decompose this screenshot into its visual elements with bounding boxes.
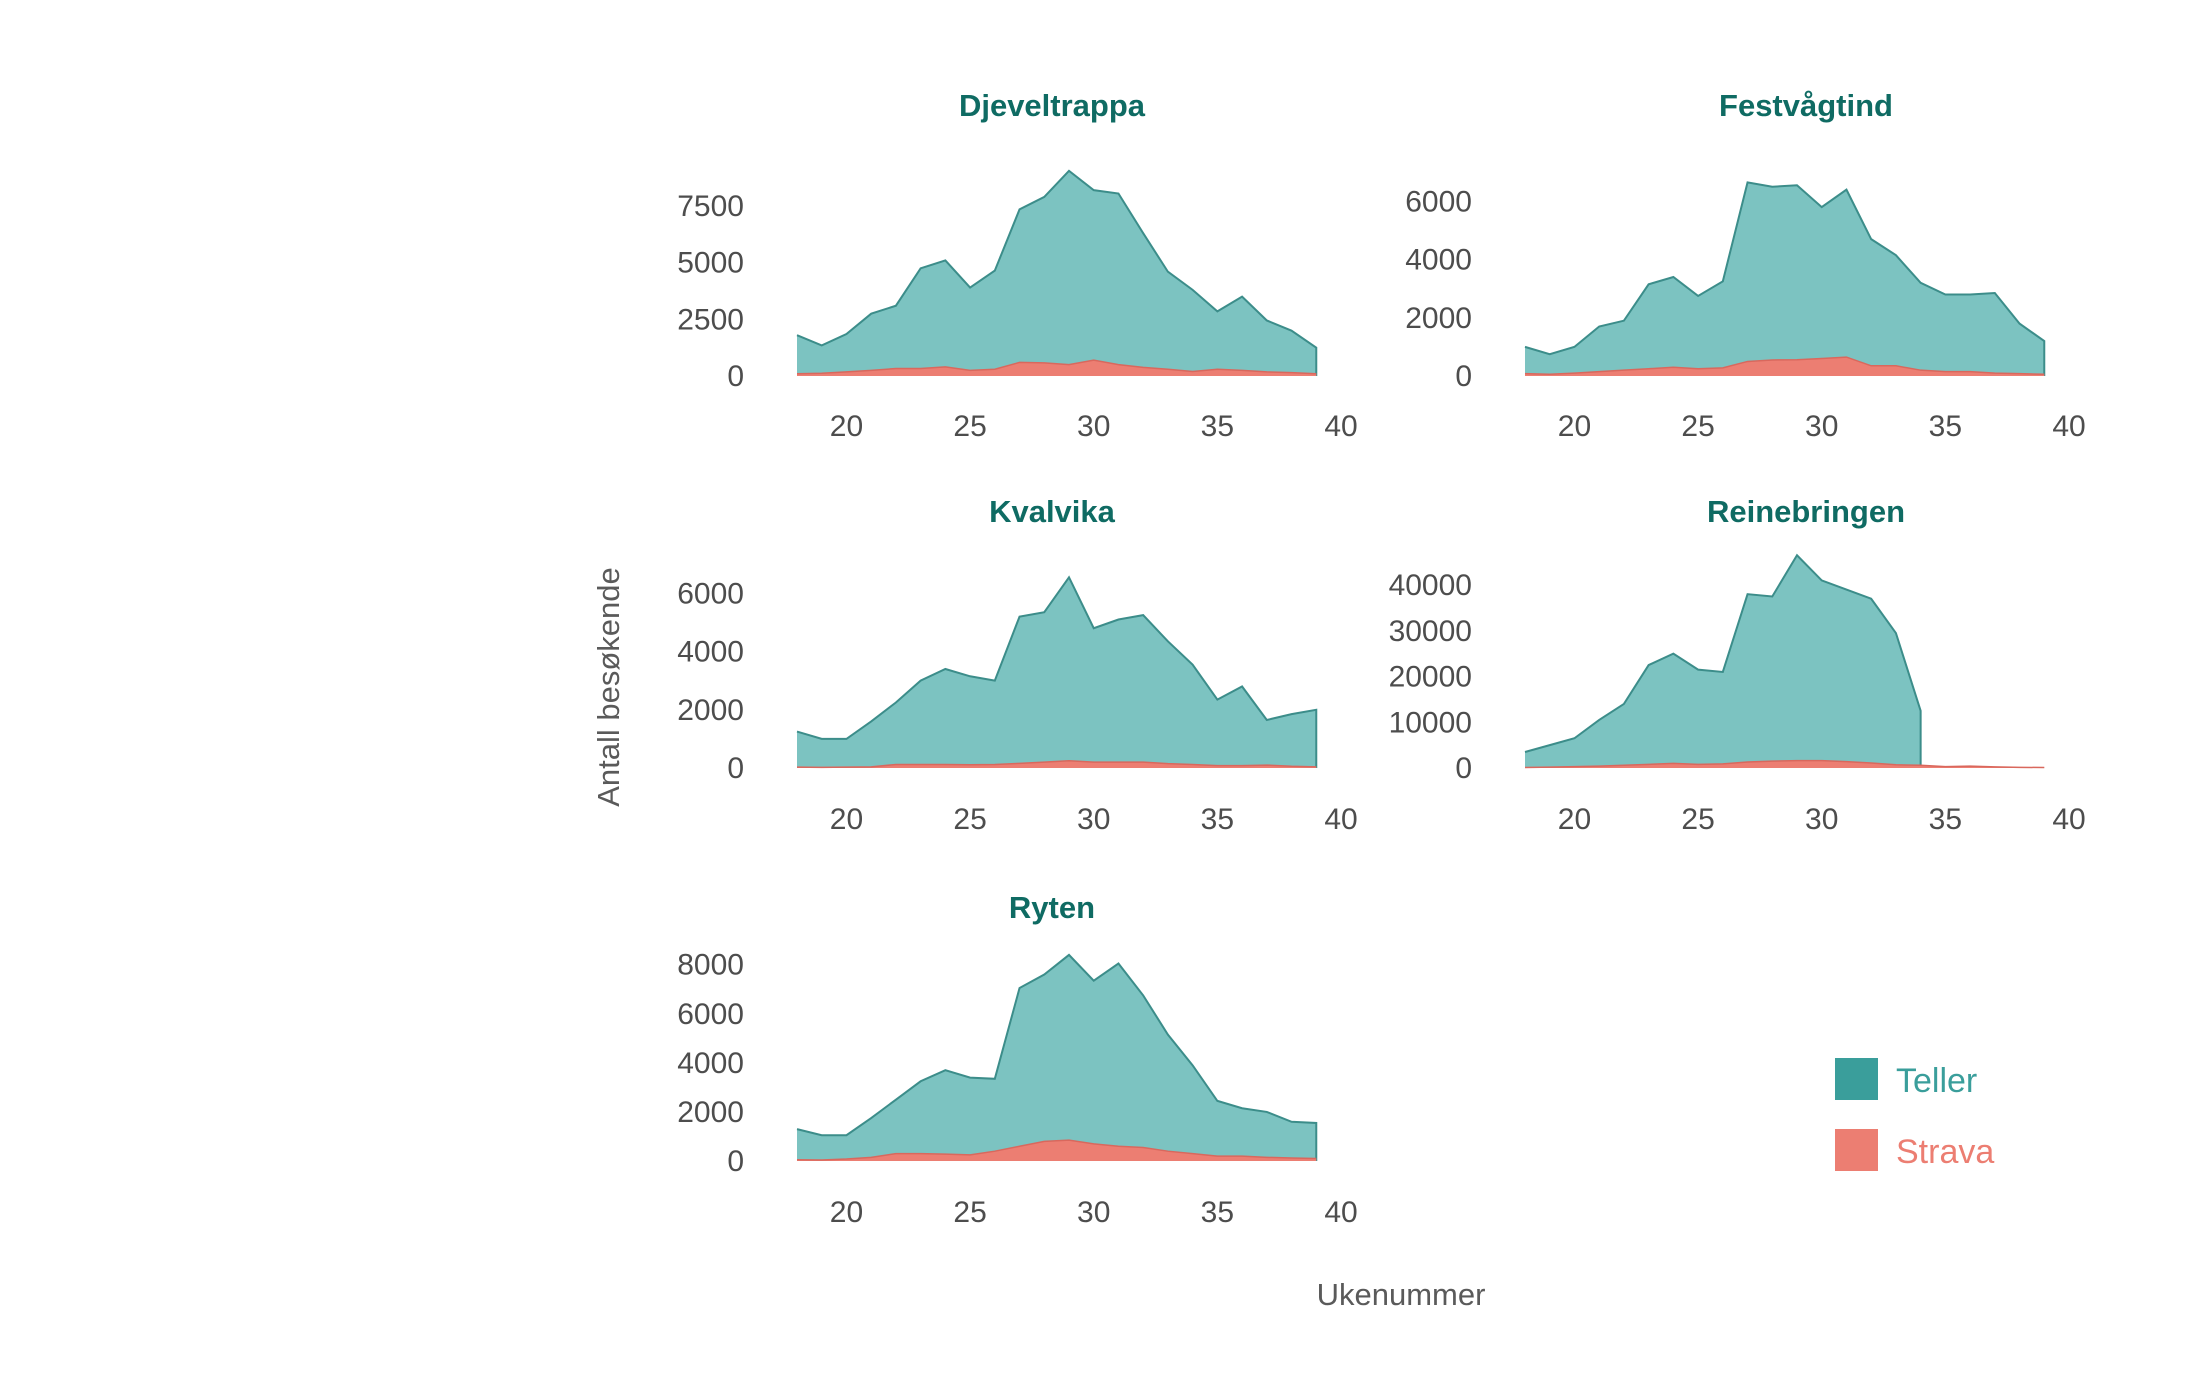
x-tick-label: 20: [830, 410, 863, 443]
x-tick-label: 25: [1681, 803, 1714, 836]
legend-swatch-teller: [1835, 1058, 1878, 1100]
teller-line: [1524, 181, 2046, 376]
strava-line: [796, 759, 1317, 769]
y-tick-label: 0: [727, 752, 744, 785]
legend-label-strava: Strava: [1896, 1133, 1994, 1171]
x-tick-label: 20: [1558, 410, 1591, 443]
x-tick-label: 35: [1201, 803, 1234, 836]
x-tick-label: 25: [953, 1196, 986, 1229]
legend: Teller Strava: [1835, 1058, 1994, 1171]
legend-label-teller: Teller: [1896, 1062, 1977, 1100]
x-tick-label: 40: [1324, 1196, 1357, 1229]
panel-festv-gtind: Festvågtind 0 2000 4000 6000 20 25 30 35 40: [1405, 88, 2085, 443]
teller-area: [1525, 182, 2045, 376]
x-tick-label: 40: [1324, 803, 1357, 836]
x-tick-label: 40: [2052, 803, 2085, 836]
y-tick-label: 6000: [1405, 185, 1472, 218]
strava-line: [1524, 356, 2045, 376]
y-tick-label: 10000: [1389, 706, 1472, 739]
panel-title: Djeveltrappa: [959, 88, 1146, 123]
x-axis-title: Ukenummer: [1317, 1277, 1486, 1312]
y-tick-label: 40000: [1389, 569, 1472, 602]
teller-line: [1524, 553, 1922, 768]
x-tick-label: 35: [1929, 410, 1962, 443]
y-tick-label: 7500: [677, 190, 744, 223]
y-tick-label: 30000: [1389, 615, 1472, 648]
x-tick-label: 35: [1201, 1196, 1234, 1229]
strava-line: [796, 359, 1317, 375]
teller-area: [797, 954, 1317, 1161]
strava-area: [1525, 760, 2045, 768]
y-tick-label: 6000: [677, 998, 744, 1031]
strava-area: [1525, 357, 2045, 376]
panel-title: Kvalvika: [989, 494, 1116, 529]
strava-area: [797, 360, 1317, 376]
x-tick-label: 35: [1929, 803, 1962, 836]
x-tick-label: 25: [1681, 410, 1714, 443]
strava-area: [797, 1140, 1317, 1161]
x-tick-label: 30: [1077, 1196, 1110, 1229]
y-tick-label: 0: [1455, 752, 1472, 785]
panel-ryten: Ryten 0 2000 4000 6000 8000 20 25 30 35 40: [677, 890, 1357, 1229]
x-tick-label: 30: [1805, 803, 1838, 836]
strava-line: [1524, 759, 2045, 769]
x-tick-label: 40: [1324, 410, 1357, 443]
y-axis-title: Antall besøkende: [591, 567, 626, 807]
x-tick-label: 35: [1201, 410, 1234, 443]
teller-area: [1525, 555, 1921, 768]
x-tick-label: 25: [953, 410, 986, 443]
x-tick-label: 20: [1558, 803, 1591, 836]
y-tick-label: 5000: [677, 247, 744, 280]
teller-line: [796, 953, 1318, 1161]
y-tick-label: 4000: [677, 636, 744, 669]
x-tick-label: 20: [830, 803, 863, 836]
teller-area: [797, 577, 1317, 768]
y-tick-label: 2000: [677, 694, 744, 727]
y-tick-label: 20000: [1389, 661, 1472, 694]
teller-line: [796, 169, 1318, 376]
y-tick-label: 8000: [677, 949, 744, 982]
y-tick-label: 4000: [677, 1047, 744, 1080]
y-tick-label: 4000: [1405, 244, 1472, 277]
panel-kvalvika: Kvalvika 0 2000 4000 6000 20 25 30 35 40: [677, 494, 1357, 836]
y-tick-label: 2000: [1405, 302, 1472, 335]
y-tick-label: 0: [727, 1145, 744, 1178]
x-tick-label: 20: [830, 1196, 863, 1229]
strava-line: [796, 1139, 1317, 1161]
strava-area: [797, 760, 1317, 768]
y-tick-label: 0: [1455, 360, 1472, 393]
x-tick-label: 30: [1077, 410, 1110, 443]
x-tick-label: 25: [953, 803, 986, 836]
y-tick-label: 2500: [677, 303, 744, 336]
panel-djeveltrappa: Djeveltrappa 0 2500 5000 7500 20 25 30 35 40: [677, 88, 1357, 443]
panel-title: Ryten: [1009, 890, 1095, 925]
panel-reinebringen: Reinebringen 0 10000 20000 30000 40000 20 25 30 3…: [1389, 494, 2086, 836]
y-tick-label: 0: [727, 360, 744, 393]
panel-title: Reinebringen: [1707, 494, 1905, 529]
y-tick-label: 6000: [677, 577, 744, 610]
x-tick-label: 30: [1805, 410, 1838, 443]
x-tick-label: 40: [2052, 410, 2085, 443]
teller-line: [796, 575, 1318, 768]
legend-swatch-strava: [1835, 1129, 1878, 1171]
x-tick-label: 30: [1077, 803, 1110, 836]
y-tick-label: 2000: [677, 1096, 744, 1129]
teller-area: [797, 170, 1317, 376]
panel-title: Festvågtind: [1719, 88, 1893, 123]
